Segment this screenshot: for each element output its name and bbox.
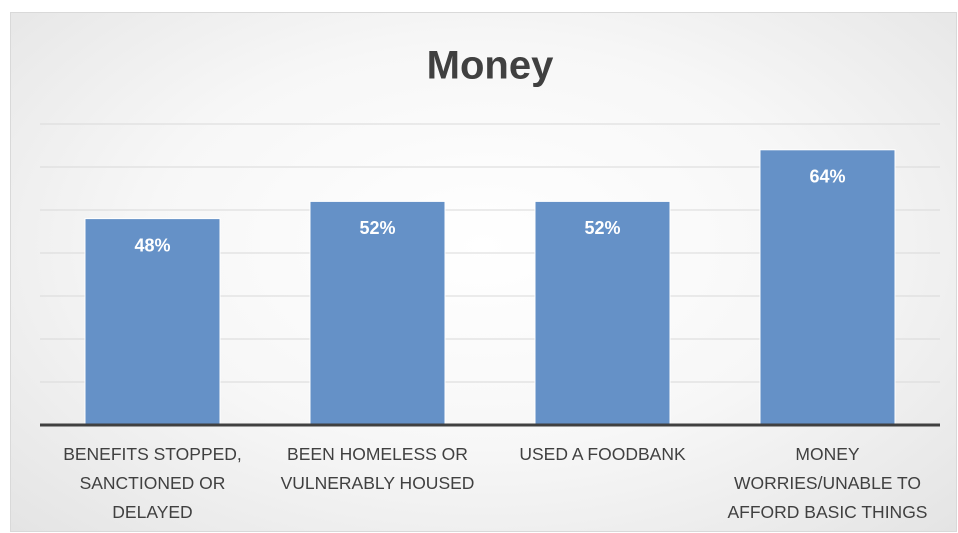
x-tick-label: BEEN HOMELESS OR VULNERABLY HOUSED [280,444,475,493]
chart-title: Money [427,44,554,88]
data-label: 48% [134,235,170,255]
bar [309,200,446,426]
data-label: 52% [584,218,620,238]
x-tick-label: MONEY WORRIES/UNABLE TO AFFORD BASIC THI… [727,444,928,522]
data-label: 52% [359,218,395,238]
bar [534,200,671,426]
data-label: 64% [809,167,845,187]
bar [84,218,221,426]
bar [759,149,896,426]
x-tick-label: USED A FOODBANK [519,444,686,464]
x-tick-label: BENEFITS STOPPED, SANCTIONED OR DELAYED [63,444,242,522]
